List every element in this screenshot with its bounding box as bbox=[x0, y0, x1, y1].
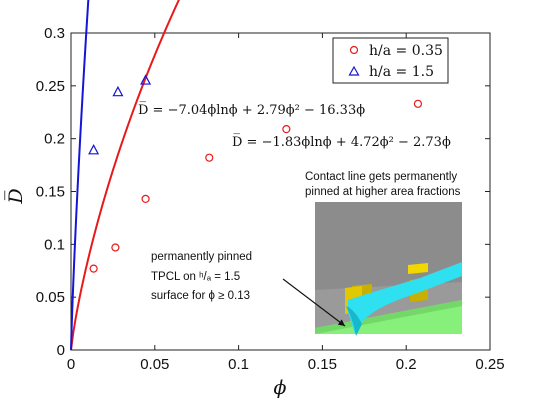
legend-label-h-a-0-35: h/a = 0.35 bbox=[369, 43, 443, 59]
legend: h/a = 0.35 h/a = 1.5 bbox=[332, 37, 449, 84]
data-point-triangle bbox=[140, 74, 152, 85]
x-tick-label: 0 bbox=[67, 356, 75, 373]
x-tick-label: 0.2 bbox=[396, 356, 417, 373]
fit-equation-h-a-0-35: D̅ = −1.83ϕlnϕ + 4.72ϕ² − 2.73ϕ bbox=[232, 134, 451, 150]
y-tick-label: 0.2 bbox=[44, 131, 65, 148]
data-point-circle bbox=[413, 99, 423, 108]
data-markers bbox=[88, 74, 423, 273]
x-tick-label: 0.25 bbox=[475, 356, 504, 373]
x-axis-label: ϕ bbox=[274, 377, 287, 399]
legend-marker-triangle bbox=[348, 65, 360, 76]
inset-caption-line-2: pinned at higher area fractions bbox=[305, 186, 461, 198]
pinned-note-line-3: surface for ϕ ≥ 0.13 bbox=[151, 290, 250, 302]
x-tick-label: 0.05 bbox=[140, 356, 169, 373]
data-point-circle bbox=[141, 194, 150, 203]
data-point-triangle bbox=[88, 144, 100, 155]
x-tick-label: 0.15 bbox=[308, 356, 337, 373]
y-tick-label: 0 bbox=[57, 342, 65, 359]
axis-ticks: 0 0.05 0.1 0.15 0.2 0.25 0 0.05 0.1 0.15 0.2 0.25 0.… bbox=[36, 25, 505, 373]
fit-curve-h-a-0-35 bbox=[70, 0, 180, 351]
data-point-circle bbox=[111, 243, 120, 252]
fit-curves bbox=[70, 0, 180, 351]
data-point-circle bbox=[205, 153, 214, 162]
pinned-arrow bbox=[282, 278, 346, 327]
y-tick-label: 0.3 bbox=[44, 25, 65, 42]
fit-equation-h-a-1-5: D̅ = −7.04ϕlnϕ + 2.79ϕ² − 16.33ϕ bbox=[138, 102, 365, 118]
y-tick-label: 0.25 bbox=[36, 78, 65, 95]
y-axis-label: D̅ bbox=[5, 188, 27, 204]
data-point-circle bbox=[282, 125, 291, 134]
inset-image bbox=[315, 202, 462, 336]
fit-curve-h-a-1-5 bbox=[70, 0, 90, 351]
inset-caption-line-1: Contact line gets permanently bbox=[305, 171, 457, 183]
pinned-note-line-1: permanently pinned bbox=[151, 251, 252, 263]
data-point-circle bbox=[89, 264, 98, 273]
x-tick-label: 0.1 bbox=[228, 356, 249, 373]
data-point-triangle bbox=[112, 85, 124, 97]
legend-label-h-a-1-5: h/a = 1.5 bbox=[369, 64, 434, 80]
y-tick-label: 0.15 bbox=[36, 184, 65, 201]
legend-marker-circle bbox=[349, 45, 359, 55]
y-tick-label: 0.1 bbox=[44, 236, 65, 253]
y-tick-label: 0.05 bbox=[36, 289, 65, 306]
pinned-note-line-2: TPCL on ʰ/ₐ = 1.5 bbox=[151, 271, 240, 283]
